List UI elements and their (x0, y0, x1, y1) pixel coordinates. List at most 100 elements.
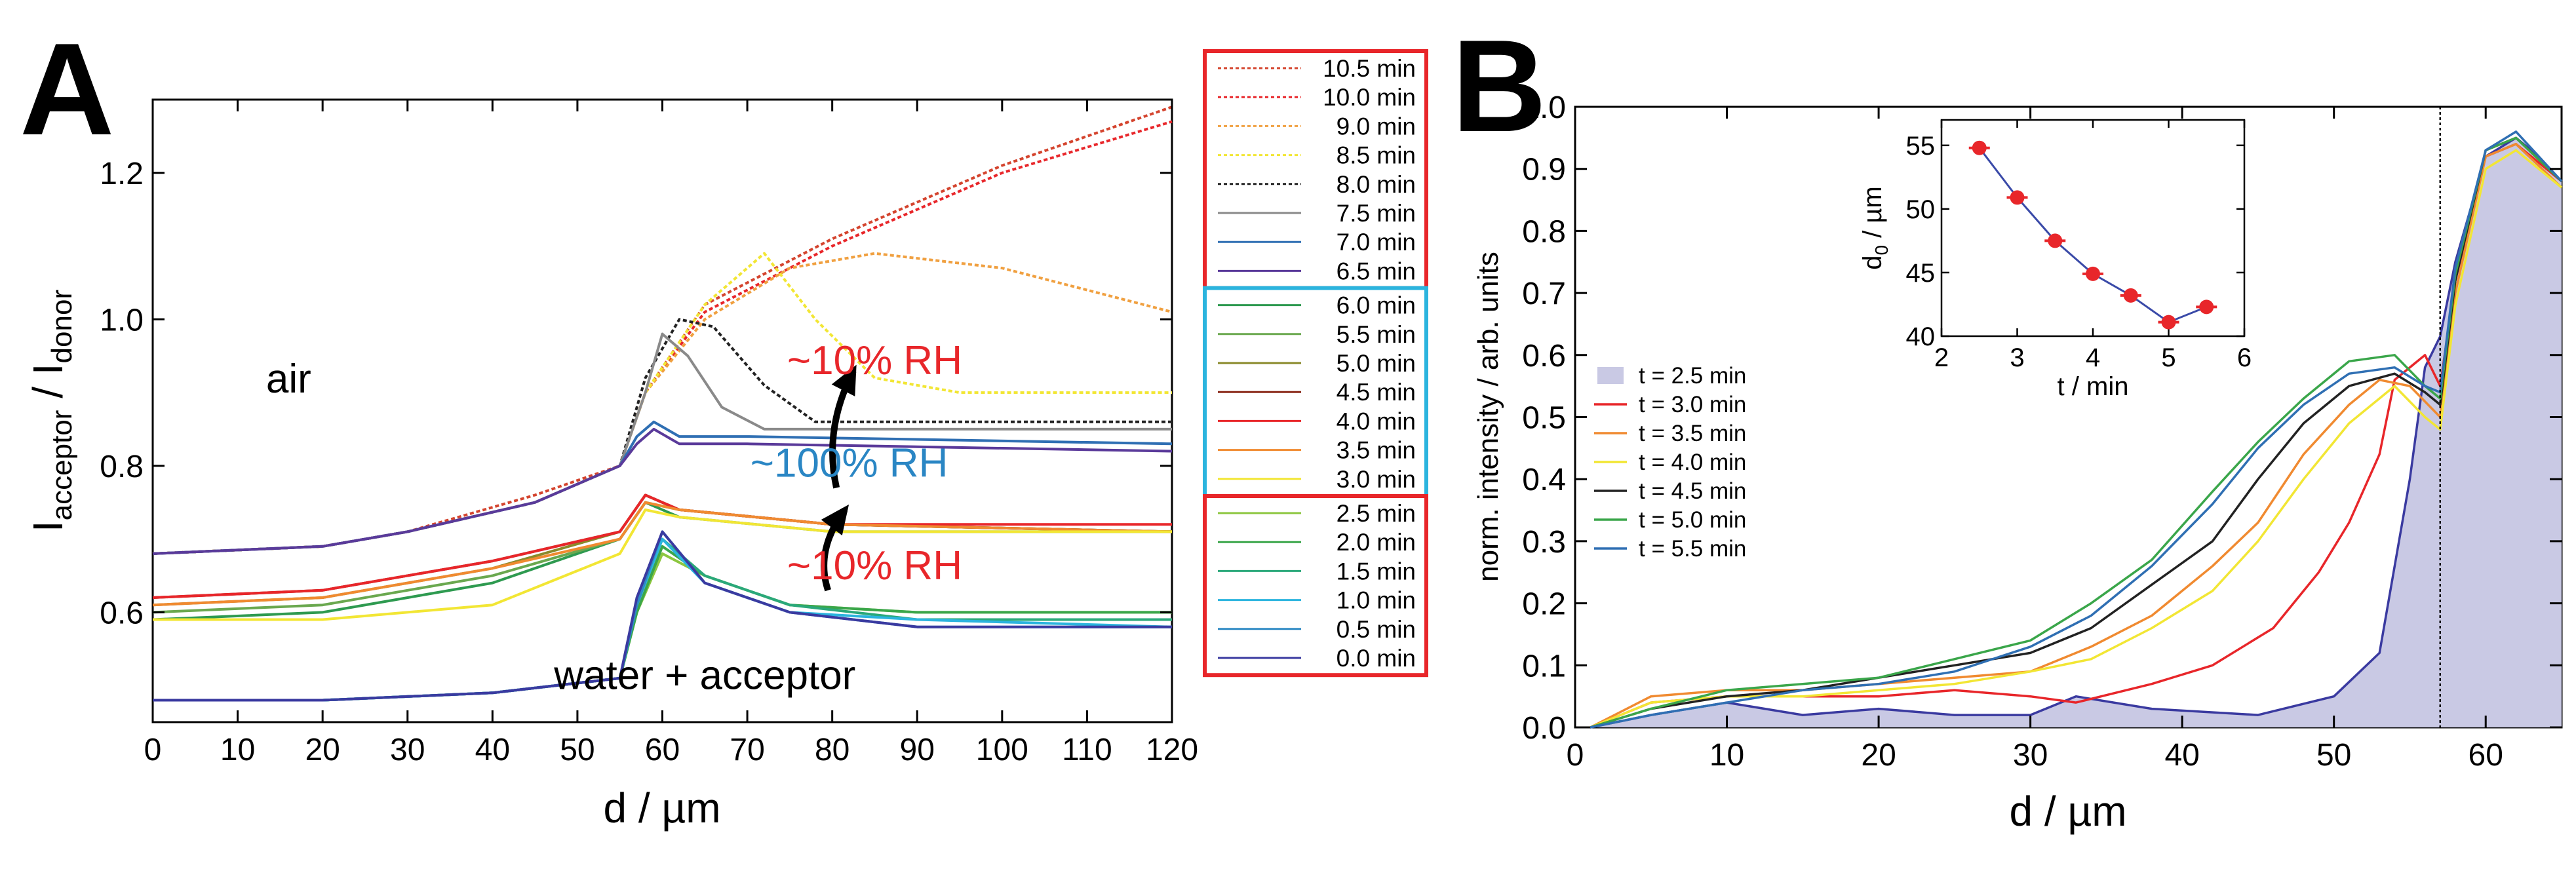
inset-marker (2010, 190, 2025, 205)
plot-b-ticks: 0 10 20 30 40 50 600.00.10.20.30.40.50.60.70.8… (1522, 90, 2562, 773)
legend-label-8-5-min: 8.5 min (1337, 142, 1416, 169)
x-tick-label: 90 (900, 733, 935, 767)
x-tick-label: 40 (475, 733, 510, 767)
legend-group-box (1203, 494, 1428, 678)
svg-text:Iacceptor / Idonor: Iacceptor / Idonor (24, 290, 78, 532)
plot-b-xlabel: d / µm (2009, 788, 2126, 835)
y-tick-label: 0.6 (1522, 339, 1566, 374)
y-tick-label: 0.3 (1522, 525, 1566, 560)
y-tick-label: 0.1 (1522, 649, 1566, 683)
plot-b-series (1590, 107, 2563, 729)
plot-a-ylabel-sub1: acceptor (46, 410, 78, 521)
inset-x-tick-label: 5 (2161, 343, 2176, 372)
legend-label-4-0-min: 4.0 min (1337, 408, 1416, 434)
legend-label-7-0-min: 7.0 min (1337, 229, 1416, 256)
legend-label-8-0-min: 8.0 min (1337, 171, 1416, 198)
inset-y-tick-label: 45 (1906, 259, 1936, 288)
inset-marker (2086, 266, 2100, 281)
series-area-t-2-5-min (1590, 138, 2562, 727)
legend-label-2-0-min: 2.0 min (1337, 529, 1416, 556)
legend-label-4-5-min: 4.5 min (1337, 379, 1416, 406)
legend-label-0-0-min: 0.0 min (1337, 645, 1416, 672)
legend-label-3-0-min: 3.0 min (1337, 466, 1416, 493)
x-tick-label: 20 (1861, 738, 1896, 773)
y-tick-label: 0.7 (1522, 277, 1566, 311)
legend-label-t-4-0-min: t = 4.0 min (1639, 450, 1746, 475)
y-tick-label: 0.8 (1522, 214, 1566, 249)
inset-x-tick-label: 4 (2086, 343, 2100, 372)
y-tick-label: 0.5 (1522, 401, 1566, 436)
plot-a-ticks: 0 10 20 30 40 50 60 70 80 90 100 110 120 0.6 0.8 1.0 1.2 (100, 100, 1198, 767)
x-tick-label: 100 (976, 733, 1028, 767)
legend-label-2-5-min: 2.5 min (1337, 500, 1416, 527)
legend-label-6-0-min: 6.0 min (1337, 292, 1416, 319)
legend-label-t-3-5-min: t = 3.5 min (1639, 421, 1746, 446)
series-line-t-5-5-min (1590, 130, 2563, 729)
legend-label-10-0-min: 10.0 min (1323, 84, 1416, 111)
annotation-10-rh: ~10% RH (787, 338, 962, 383)
x-tick-label: 60 (645, 733, 680, 767)
legend-swatch-t-2-5-min (1597, 367, 1624, 384)
y-tick-label: 1.0 (100, 303, 144, 337)
series-line-t-4-0-min (1590, 149, 2563, 729)
series-line-6-0-min (152, 501, 1172, 621)
x-tick-label: 70 (730, 733, 764, 767)
panel-label-b: B (1452, 13, 1546, 159)
arrow-head (831, 364, 857, 396)
series-line-3-0-min (153, 508, 1172, 621)
annotation-10-rh: ~10% RH (787, 543, 962, 588)
series-line-8-5-min (152, 252, 1172, 555)
y-tick-label: 0.0 (1522, 711, 1566, 746)
series-line-0-0-min (153, 530, 1172, 702)
legend-label-t-5-5-min: t = 5.5 min (1639, 536, 1746, 562)
x-tick-label: 0 (144, 733, 162, 767)
legend-label-1-0-min: 1.0 min (1337, 587, 1416, 614)
x-tick-label: 10 (220, 733, 255, 767)
inset-marker (2161, 315, 2176, 330)
inset-marker (1972, 140, 1987, 155)
inset-x-tick-label: 6 (2237, 343, 2252, 372)
plot-b-legend: t = 2.5 min t = 3.0 min t = 3.5 min t = 4.0… (1594, 363, 1746, 562)
y-tick-label: 1.0 (1522, 90, 1566, 125)
inset-x-tick-label: 3 (2010, 343, 2024, 372)
series-line-5-5-min (152, 501, 1173, 614)
inset-frame (1940, 119, 2246, 337)
series-line-6-5-min (152, 427, 1173, 555)
x-tick-label: 10 (1709, 738, 1744, 773)
y-tick-label: 0.9 (1522, 153, 1566, 187)
inset-x-tick-label: 2 (1934, 343, 1949, 372)
annotation-100-rh: ~100% RH (751, 441, 948, 486)
inset-y-tick-label: 40 (1906, 322, 1936, 351)
inset-ylabel: d0 / µm (1858, 186, 1892, 270)
panel-b: B 0 10 20 30 40 50 600.00.10.20.30.40.50.60.70… (1452, 13, 2563, 835)
x-tick-label: 80 (815, 733, 849, 767)
inset-xlabel: t / min (2058, 372, 2129, 401)
panel-a: A 0 10 20 30 40 50 60 70 80 90 100 110 120 0.6 0.8 1.0 1… (20, 16, 1198, 832)
x-tick-label: 60 (2469, 738, 2503, 773)
legend-group-box (1203, 49, 1428, 290)
annotation-water-acceptor: water + acceptor (553, 653, 855, 699)
x-tick-label: 110 (1062, 733, 1112, 767)
inset-marker (2048, 233, 2063, 248)
legend-label-t-5-0-min: t = 5.0 min (1639, 507, 1746, 533)
arrow-head (821, 504, 849, 536)
series-line-8-0-min (152, 318, 1172, 555)
x-tick-label: 30 (2013, 738, 2048, 773)
legend-label-t-2-5-min: t = 2.5 min (1639, 363, 1746, 389)
plot-a-ylabel-sub2: donor (46, 290, 78, 364)
inset-y-tick-label: 50 (1906, 195, 1936, 224)
plot-a-xlabel: d / µm (603, 784, 720, 832)
x-tick-label: 50 (560, 733, 595, 767)
x-tick-label: 30 (390, 733, 425, 767)
y-tick-label: 0.8 (100, 450, 144, 484)
legend-label-1-5-min: 1.5 min (1337, 558, 1416, 585)
y-tick-label: 0.4 (1522, 463, 1566, 497)
x-tick-label: 40 (2164, 738, 2199, 773)
plot-a-annotations: air ~10% RH ~100% RH ~10% RH water + accepto… (266, 338, 962, 699)
series-line-10-5-min (152, 106, 1173, 555)
x-tick-label: 120 (1146, 733, 1198, 767)
